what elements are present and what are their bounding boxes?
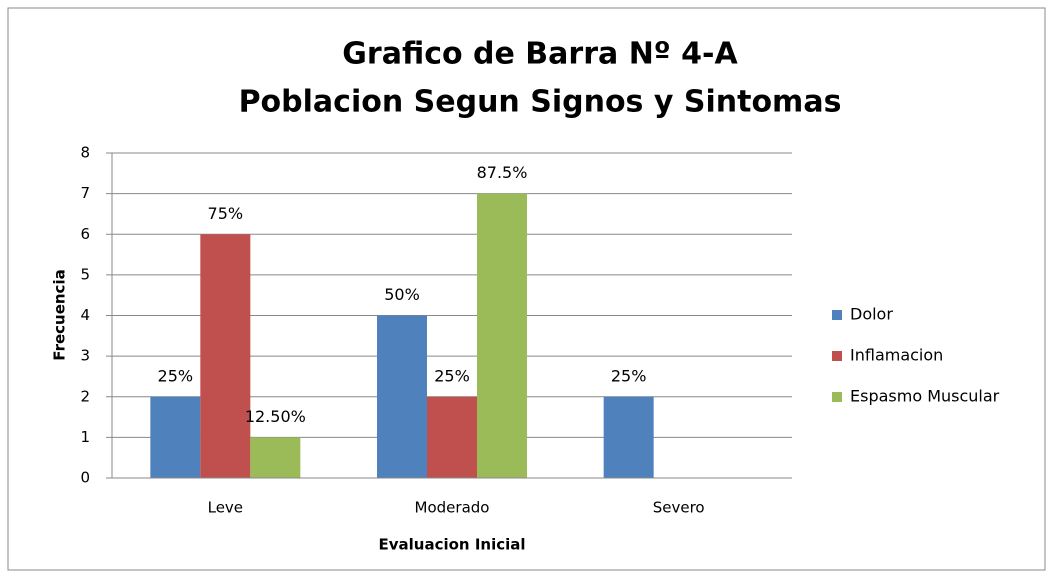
data-label: 75%	[208, 204, 244, 223]
legend-label: Inflamacion	[850, 346, 943, 365]
chart-title: Grafico de Barra Nº 4-A	[342, 37, 738, 72]
data-label: 87.5%	[477, 163, 528, 182]
x-tick-label: Moderado	[415, 499, 490, 517]
y-tick-label: 0	[80, 469, 90, 487]
x-tick-label: Leve	[208, 499, 243, 517]
legend-swatch	[832, 351, 842, 361]
data-label: 25%	[158, 366, 194, 385]
y-tick-label: 7	[80, 184, 90, 202]
legend-label: Espasmo Muscular	[850, 387, 1000, 406]
bar	[200, 234, 251, 478]
bar	[477, 193, 527, 478]
x-tick-label: Severo	[653, 499, 705, 517]
bar	[603, 396, 654, 478]
data-label: 25%	[611, 366, 647, 385]
y-tick-label: 3	[80, 347, 90, 365]
y-tick-label: 8	[80, 144, 90, 162]
bar	[427, 396, 477, 478]
x-axis-title: Evaluacion Inicial	[378, 536, 525, 554]
y-tick-label: 2	[80, 387, 90, 405]
bar	[377, 315, 427, 478]
legend-swatch	[832, 310, 842, 320]
y-tick-label: 6	[80, 225, 90, 243]
legend-label: Dolor	[850, 305, 893, 324]
bar	[250, 437, 301, 478]
y-tick-label: 4	[80, 306, 90, 324]
chart-title: Poblacion Segun Signos y Sintomas	[239, 85, 842, 120]
y-tick-label: 5	[80, 265, 90, 283]
data-label: 25%	[434, 366, 470, 385]
data-label: 12.50%	[245, 407, 306, 426]
data-label: 50%	[384, 285, 420, 304]
y-axis-title: Frecuencia	[51, 269, 69, 360]
legend-swatch	[832, 392, 842, 402]
y-tick-label: 1	[80, 428, 90, 446]
bar	[150, 396, 201, 478]
